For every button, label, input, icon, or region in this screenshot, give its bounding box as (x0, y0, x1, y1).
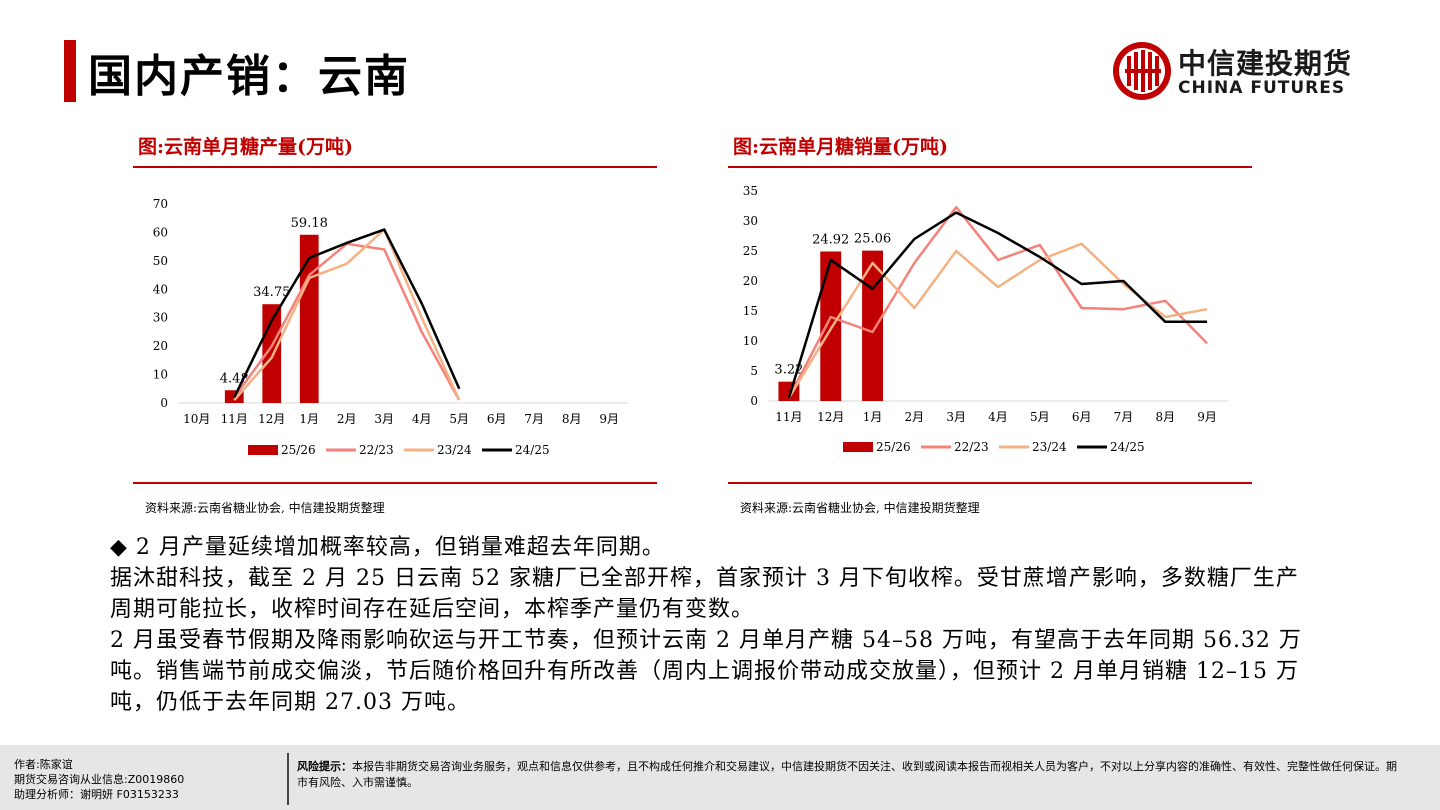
sales-y-tick-label: 5 (750, 364, 758, 378)
left-chart-source: 资料来源:云南省糖业协会, 中信建投期货整理 (145, 501, 385, 515)
sales-y-tick-label: 30 (743, 214, 758, 228)
risk-text: 本报告非期货交易咨询业务服务，观点和信息仅供参考，且不构成任何推介和交易建议，中… (297, 760, 1397, 789)
logo-emblem-icon (1113, 42, 1171, 100)
sales-y-tick-label: 25 (743, 244, 758, 258)
production-legend-swatch (248, 445, 278, 455)
sales-bar (820, 251, 842, 401)
production-y-tick-label: 20 (153, 339, 168, 353)
production-x-tick-label: 7月 (524, 412, 544, 426)
production-x-tick-label: 9月 (599, 412, 619, 426)
sales-legend-label: 23/24 (1032, 440, 1067, 454)
sales-y-tick-label: 20 (743, 274, 758, 288)
author-license: 期货交易咨询从业信息:Z0019860 (14, 773, 185, 786)
page-title: 国内产销：云南 (88, 51, 410, 102)
sales-series-line-23-24 (787, 242, 1208, 399)
sales-bar-data-label: 25.06 (854, 232, 891, 247)
author-name: 作者:陈家谊 (14, 758, 73, 771)
production-legend-label: 25/26 (281, 443, 316, 457)
bullet-headline: ◆ 2 月产量延续增加概率较高，但销量难超去年同期。 (110, 535, 665, 560)
analysis-text: ◆ 2 月产量延续增加概率较高，但销量难超去年同期。 据沐甜科技，截至 2 月 … (110, 532, 1310, 718)
sales-x-tick-label: 2月 (905, 410, 925, 424)
risk-label: 风险提示： (297, 760, 352, 773)
production-y-tick-label: 70 (153, 197, 168, 211)
production-chart: 0 10 20 30 40 50 60 70 10月 11月 12月 1月 2月 3月 4月 5月 6月 7月 8月… (153, 197, 628, 457)
production-bar-data-label: 34.75 (253, 285, 290, 300)
production-y-tick-label: 60 (153, 225, 168, 239)
diamond-bullet-icon: ◆ (110, 535, 128, 560)
sales-x-tick-label: 3月 (946, 410, 966, 424)
sales-x-tick-label: 1月 (863, 410, 883, 424)
left-chart-bottom-rule (133, 482, 657, 484)
production-x-tick-label: 6月 (487, 412, 507, 426)
risk-disclaimer: 风险提示：本报告非期货交易咨询业务服务，观点和信息仅供参考，且不构成任何推介和交… (297, 759, 1407, 791)
production-x-tick-label: 10月 (183, 412, 210, 426)
logo-english-name: CHINA FUTURES (1178, 78, 1346, 98)
right-chart-source: 资料来源:云南省糖业协会, 中信建投期货整理 (740, 501, 980, 515)
sales-series-line-22-23 (787, 205, 1208, 399)
right-chart-title: 图:云南单月糖销量(万吨) (733, 136, 948, 158)
production-x-tick-label: 12月 (258, 412, 285, 426)
footer-divider (287, 753, 289, 805)
production-bar-data-label: 59.18 (291, 216, 328, 231)
production-legend-label: 22/23 (359, 443, 394, 457)
sales-x-tick-label: 8月 (1155, 410, 1175, 424)
production-series-line-24-25 (233, 228, 461, 398)
sales-bar-data-label: 24.92 (812, 232, 849, 247)
production-x-tick-label: 11月 (221, 412, 248, 426)
production-y-tick-label: 0 (160, 396, 168, 410)
logo-chinese-name: 中信建投期货 (1178, 47, 1353, 80)
production-x-tick-label: 5月 (449, 412, 469, 426)
production-y-tick-label: 50 (153, 254, 168, 268)
sales-legend-label: 24/25 (1110, 440, 1145, 454)
right-chart-top-rule (728, 166, 1252, 168)
production-y-tick-label: 10 (153, 368, 168, 382)
sales-y-tick-label: 10 (743, 334, 758, 348)
sales-x-tick-label: 11月 (775, 410, 802, 424)
sales-x-tick-label: 4月 (988, 410, 1008, 424)
production-x-tick-label: 2月 (337, 412, 357, 426)
production-x-tick-label: 1月 (299, 412, 319, 426)
production-x-tick-label: 8月 (562, 412, 582, 426)
right-chart-bottom-rule (728, 482, 1252, 484)
production-series-line-23-24 (233, 228, 461, 401)
sales-x-tick-label: 5月 (1030, 410, 1050, 424)
company-logo: 中信建投期货 CHINA FUTURES (1112, 38, 1412, 104)
paragraph-start-of-crush: 据沐甜科技，截至 2 月 25 日云南 52 家糖厂已全部开榨，首家预计 3 月… (110, 566, 1299, 622)
sales-y-tick-label: 0 (750, 394, 758, 408)
production-y-tick-label: 30 (153, 311, 168, 325)
author-info: 作者:陈家谊 期货交易咨询从业信息:Z0019860 助理分析师：谢明妍 F03… (14, 757, 184, 802)
sales-x-tick-label: 6月 (1072, 410, 1092, 424)
production-legend-label: 23/24 (437, 443, 472, 457)
sales-y-tick-label: 15 (743, 304, 758, 318)
paragraph-february-outlook: 2 月虽受春节假期及降雨影响砍运与开工节奏，但预计云南 2 月单月产糖 54–5… (110, 628, 1302, 715)
title-accent-bar (64, 40, 76, 102)
sales-y-tick-label: 35 (743, 184, 758, 198)
sales-legend-label: 22/23 (954, 440, 989, 454)
production-x-tick-label: 4月 (412, 412, 432, 426)
sales-x-tick-label: 9月 (1197, 410, 1217, 424)
sales-legend-label: 25/26 (876, 440, 911, 454)
sales-series-line-24-25 (787, 211, 1208, 399)
sales-x-tick-label: 12月 (817, 410, 844, 424)
production-y-tick-label: 40 (153, 282, 168, 296)
sales-bar (862, 250, 883, 401)
assistant-analyst: 助理分析师：谢明妍 F03153233 (14, 788, 179, 801)
sales-x-tick-label: 7月 (1114, 410, 1134, 424)
left-chart-top-rule (133, 166, 657, 168)
left-chart-title: 图:云南单月糖产量(万吨) (138, 136, 353, 158)
production-legend-label: 24/25 (515, 443, 550, 457)
sales-legend-swatch (843, 442, 873, 452)
footer: 作者:陈家谊 期货交易咨询从业信息:Z0019860 助理分析师：谢明妍 F03… (0, 745, 1440, 810)
production-x-tick-label: 3月 (374, 412, 394, 426)
